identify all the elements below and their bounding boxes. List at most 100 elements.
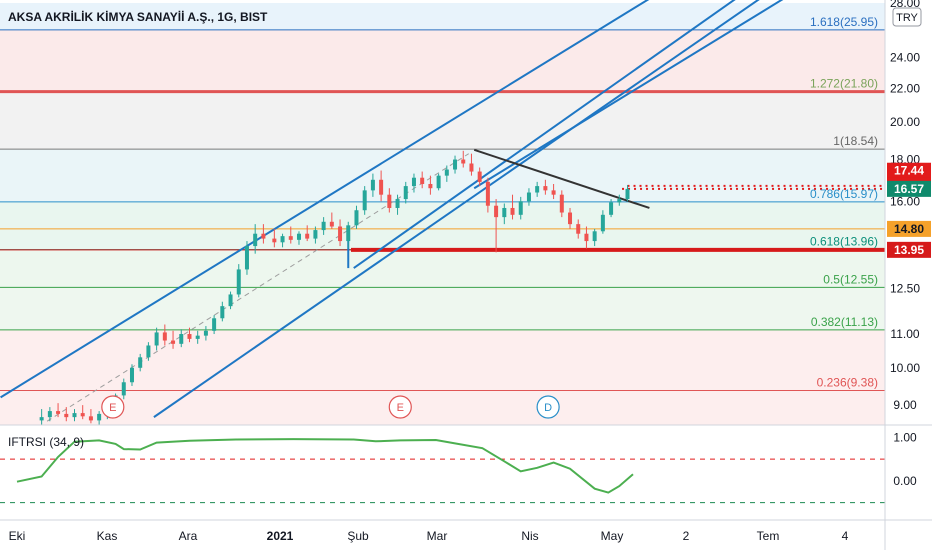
price-badge-label[interactable]: 13.95 [894, 243, 924, 257]
event-marker-circle[interactable] [536, 395, 560, 419]
candle-body[interactable] [518, 201, 523, 215]
price-badge[interactable] [887, 180, 931, 197]
currency-label[interactable]: TRY [896, 12, 918, 24]
candle-body[interactable] [313, 230, 318, 239]
candle-body[interactable] [228, 294, 233, 307]
indicator-pane[interactable] [0, 424, 932, 504]
price-badge-label[interactable]: 17.44 [894, 164, 924, 178]
price-badge[interactable] [887, 220, 931, 237]
candle-body[interactable] [187, 334, 192, 339]
event-marker-label[interactable]: E [397, 402, 404, 414]
price-badge[interactable] [887, 241, 931, 258]
candle-body[interactable] [609, 202, 614, 215]
candle-body[interactable] [625, 188, 630, 200]
event-marker-label[interactable]: E [109, 402, 116, 414]
candle-body[interactable] [502, 207, 507, 218]
candle-body[interactable] [411, 177, 416, 187]
price-badge-label[interactable]: 14.80 [894, 222, 924, 236]
trendline-channel-middle-b[interactable] [153, 0, 789, 418]
candles[interactable] [39, 150, 630, 426]
candle-body[interactable] [461, 159, 466, 164]
candle-body[interactable] [354, 210, 359, 226]
price-badge[interactable] [887, 162, 931, 179]
candle-body[interactable] [584, 233, 589, 242]
candle-body[interactable] [146, 345, 151, 358]
candle-body[interactable] [477, 171, 482, 182]
candle-body[interactable] [469, 163, 474, 172]
candle-body[interactable] [47, 411, 52, 418]
candle-body[interactable] [559, 194, 564, 213]
candle-body[interactable] [244, 246, 249, 270]
candle-body[interactable] [346, 225, 351, 242]
event-marker-label[interactable]: D [544, 402, 552, 414]
candle-body[interactable] [195, 335, 200, 339]
candle-body[interactable] [535, 186, 540, 193]
candle-body[interactable] [154, 332, 159, 346]
trendline-channel-lower[interactable] [473, 0, 816, 190]
candle-body[interactable] [80, 413, 85, 417]
candle-body[interactable] [64, 413, 69, 418]
candle-body[interactable] [129, 367, 134, 383]
candle-body[interactable] [370, 179, 375, 191]
candle-body[interactable] [329, 221, 334, 227]
candle-body[interactable] [436, 175, 441, 189]
candle-body[interactable] [171, 340, 176, 344]
candle-body[interactable] [121, 382, 126, 396]
candle-body[interactable] [379, 179, 384, 195]
trendline-channel-middle-a[interactable] [353, 0, 765, 269]
candle-body[interactable] [280, 236, 285, 243]
candle-body[interactable] [617, 199, 622, 203]
candle-body[interactable] [551, 190, 556, 195]
candle-body[interactable] [179, 334, 184, 344]
candle-body[interactable] [568, 212, 573, 225]
event-marker-circle[interactable] [388, 395, 412, 419]
candle-body[interactable] [321, 221, 326, 231]
candle-body[interactable] [88, 416, 93, 421]
candle-body[interactable] [296, 233, 301, 240]
candle-body[interactable] [72, 413, 77, 418]
candle-body[interactable] [212, 318, 217, 331]
candle-body[interactable] [203, 330, 208, 336]
candle-body[interactable] [592, 231, 597, 242]
candle-body[interactable] [261, 233, 266, 239]
event-marker-circle[interactable] [101, 395, 125, 419]
candle-body[interactable] [220, 306, 225, 319]
candle-body[interactable] [338, 226, 343, 242]
candle-body[interactable] [600, 214, 605, 232]
candle-body[interactable] [236, 269, 241, 295]
candle-body[interactable] [576, 224, 581, 234]
candle-body[interactable] [97, 413, 102, 421]
candle-body[interactable] [272, 238, 277, 243]
candle-body[interactable] [420, 177, 425, 184]
candle-body[interactable] [138, 357, 143, 368]
trendline-channel-upper[interactable] [0, 0, 683, 399]
candle-body[interactable] [444, 169, 449, 176]
candle-body[interactable] [305, 233, 310, 239]
candle-body[interactable] [162, 332, 167, 341]
candle-body[interactable] [543, 186, 548, 191]
price-badge-label[interactable]: 16.57 [894, 182, 924, 196]
candle-body[interactable] [39, 417, 44, 421]
candle-body[interactable] [453, 159, 458, 170]
candle-body[interactable] [56, 411, 61, 414]
trendline-resistance[interactable] [473, 148, 650, 209]
candle-body[interactable] [253, 233, 258, 247]
trendline-dashed-trend[interactable] [46, 153, 469, 422]
candle-body[interactable] [288, 236, 293, 240]
candle-body[interactable] [526, 192, 531, 202]
candle-body[interactable] [362, 190, 367, 211]
currency-box[interactable] [892, 7, 922, 27]
candle-body[interactable] [395, 199, 400, 208]
candle-body[interactable] [387, 194, 392, 208]
trendlines[interactable] [0, 0, 817, 422]
candle-body[interactable] [485, 181, 490, 206]
candle-body[interactable] [510, 207, 515, 215]
candle-body[interactable] [403, 186, 408, 200]
candle-body[interactable] [428, 183, 433, 189]
candle-body[interactable] [494, 205, 499, 218]
indicator-line[interactable] [16, 438, 634, 494]
